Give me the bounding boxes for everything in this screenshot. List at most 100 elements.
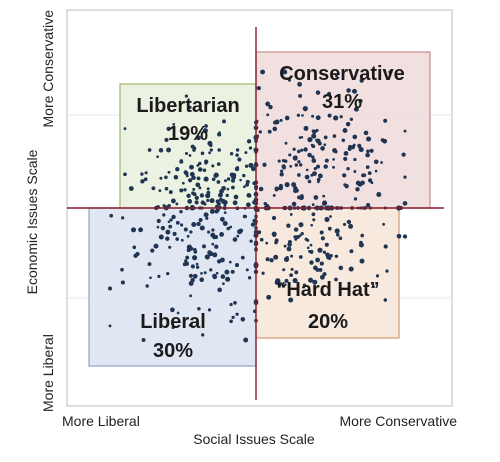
data-point — [222, 221, 228, 226]
data-point — [324, 242, 329, 247]
data-point — [225, 193, 229, 198]
data-point — [203, 271, 207, 275]
data-point — [343, 156, 348, 161]
data-point — [346, 219, 352, 225]
data-point — [225, 276, 231, 282]
data-point — [353, 170, 357, 173]
data-point — [236, 234, 240, 238]
data-point — [217, 132, 222, 137]
data-point — [256, 85, 261, 91]
data-point — [235, 312, 239, 316]
data-point — [221, 185, 226, 191]
quadrant-dividers — [67, 27, 444, 400]
data-point — [237, 157, 242, 162]
data-point — [267, 129, 272, 134]
data-point — [239, 178, 242, 182]
data-point — [232, 237, 238, 242]
data-point — [320, 236, 325, 241]
data-point — [288, 153, 292, 157]
data-point — [191, 191, 195, 195]
data-point — [171, 214, 176, 220]
data-point — [222, 119, 226, 124]
data-point — [165, 236, 170, 241]
data-point — [285, 255, 289, 260]
data-point — [332, 148, 337, 153]
data-point — [322, 200, 328, 206]
data-point — [209, 198, 215, 204]
x-tick-label-low: More Liberal — [62, 413, 140, 429]
data-point — [376, 191, 382, 198]
data-point — [342, 173, 347, 178]
data-point — [327, 91, 332, 96]
data-point — [195, 265, 200, 269]
data-point — [335, 74, 339, 78]
data-point — [291, 182, 297, 188]
data-point — [324, 216, 330, 222]
data-point — [209, 148, 213, 152]
data-point — [156, 225, 160, 229]
data-point — [279, 118, 283, 122]
data-point — [188, 323, 192, 327]
data-point — [147, 148, 152, 152]
data-point — [288, 297, 294, 303]
data-point — [187, 178, 193, 183]
data-point — [203, 176, 209, 182]
data-point — [312, 218, 316, 222]
data-point — [248, 146, 253, 150]
data-point — [144, 171, 148, 175]
data-point — [196, 221, 201, 227]
data-point — [360, 233, 365, 238]
data-point — [211, 164, 215, 168]
data-point — [348, 223, 354, 229]
data-point — [316, 164, 320, 169]
data-point — [309, 249, 314, 254]
data-point — [362, 173, 367, 178]
data-point — [383, 118, 388, 123]
data-point — [235, 153, 239, 157]
data-point — [317, 173, 323, 179]
data-point — [211, 177, 216, 182]
data-point — [217, 192, 223, 198]
data-point — [156, 155, 159, 159]
data-point — [311, 212, 316, 217]
data-point — [329, 215, 332, 218]
data-point — [223, 211, 227, 214]
data-point — [195, 182, 201, 188]
data-point — [292, 278, 298, 284]
data-point — [246, 192, 252, 198]
data-point — [311, 114, 315, 118]
data-point — [196, 176, 201, 181]
data-point — [294, 270, 299, 275]
data-point — [302, 106, 308, 112]
data-point — [223, 203, 227, 207]
data-point — [166, 126, 171, 131]
data-point — [226, 177, 231, 181]
data-point — [228, 260, 232, 264]
data-point — [180, 238, 184, 242]
data-point — [283, 244, 287, 248]
quadrant-labels: Libertarian 19% Conservative 31% Liberal 30% “… — [136, 63, 404, 362]
data-point — [401, 152, 406, 157]
data-point — [244, 151, 248, 155]
data-point — [205, 193, 211, 199]
data-point — [312, 279, 318, 285]
data-point — [347, 146, 352, 151]
data-point — [286, 223, 291, 228]
data-point — [281, 164, 286, 169]
data-point — [349, 117, 354, 121]
data-point — [132, 245, 137, 250]
data-point — [307, 137, 313, 143]
data-point — [403, 129, 407, 133]
data-point — [396, 233, 402, 239]
data-point — [323, 164, 328, 169]
data-point — [357, 145, 361, 149]
data-point — [156, 218, 161, 224]
data-point — [313, 195, 319, 200]
x-axis-label: Social Issues Scale — [193, 431, 315, 447]
data-point — [214, 209, 219, 214]
data-point — [175, 237, 179, 241]
data-point — [265, 101, 271, 107]
data-point — [207, 250, 212, 255]
data-point — [133, 253, 138, 258]
data-point — [180, 223, 184, 227]
